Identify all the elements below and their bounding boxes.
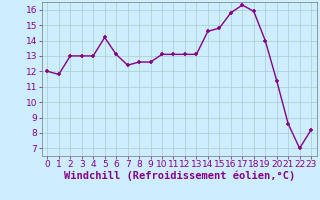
X-axis label: Windchill (Refroidissement éolien,°C): Windchill (Refroidissement éolien,°C) — [64, 171, 295, 181]
